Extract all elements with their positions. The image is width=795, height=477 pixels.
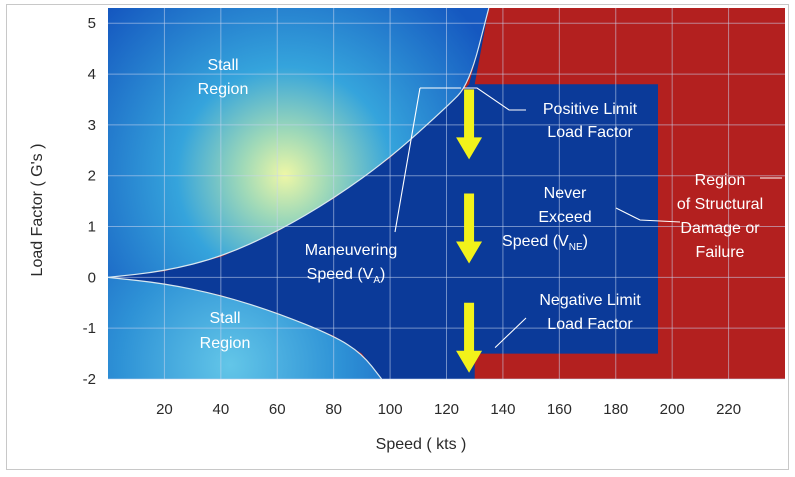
structural-line2: of Structural bbox=[677, 196, 763, 213]
limit-arrow-2 bbox=[456, 193, 483, 264]
structural-line3: Damage or bbox=[680, 220, 760, 237]
never-exceed-line3: Speed (VNE) bbox=[502, 233, 588, 253]
limit-arrow-3 bbox=[456, 302, 483, 373]
never-exceed-close: ) bbox=[583, 233, 588, 250]
x-tick-40: 40 bbox=[212, 401, 229, 418]
x-axis-ticks: 20 40 60 80 100 120 140 160 180 200 220 bbox=[156, 401, 741, 418]
structural-leader-left bbox=[615, 207, 681, 223]
never-exceed-main: Speed (V bbox=[502, 233, 569, 250]
annotation-leaders bbox=[394, 87, 782, 348]
structural-line4: Failure bbox=[696, 244, 745, 261]
negative-limit-line2: Load Factor bbox=[547, 316, 633, 333]
x-tick-180: 180 bbox=[603, 401, 628, 418]
limit-arrows bbox=[456, 89, 483, 373]
y-axis-label: Load Factor ( G's ) bbox=[29, 144, 46, 277]
y-tick-4: 4 bbox=[88, 66, 96, 83]
negative-limit-leader bbox=[494, 317, 527, 348]
structural-damage-label: Region of Structural Damage or Failure bbox=[677, 172, 763, 261]
x-tick-100: 100 bbox=[378, 401, 403, 418]
negative-limit-line1: Negative Limit bbox=[539, 292, 641, 309]
maneuvering-main: Speed (V bbox=[307, 266, 374, 283]
x-tick-220: 220 bbox=[716, 401, 741, 418]
x-tick-20: 20 bbox=[156, 401, 173, 418]
never-exceed-sub: NE bbox=[569, 242, 583, 253]
y-tick-3: 3 bbox=[88, 117, 96, 134]
positive-limit-leader bbox=[463, 87, 526, 111]
maneuvering-leader bbox=[394, 87, 462, 233]
stall-upper-label: Stall Region bbox=[198, 57, 249, 98]
stall-upper-line1: Stall bbox=[207, 57, 238, 74]
stall-lower-line1: Stall bbox=[209, 310, 240, 327]
positive-limit-line1: Positive Limit bbox=[543, 101, 638, 118]
x-tick-120: 120 bbox=[434, 401, 459, 418]
y-tick--2: -2 bbox=[83, 371, 96, 388]
positive-limit-label: Positive Limit Load Factor bbox=[543, 101, 638, 141]
y-tick-1: 1 bbox=[88, 219, 96, 236]
positive-limit-line2: Load Factor bbox=[547, 124, 633, 141]
negative-stall-curve bbox=[107, 276, 383, 380]
limit-arrow-1 bbox=[456, 89, 483, 160]
x-tick-60: 60 bbox=[269, 401, 286, 418]
stall-upper-line2: Region bbox=[198, 81, 249, 98]
x-tick-200: 200 bbox=[660, 401, 685, 418]
negative-limit-label: Negative Limit Load Factor bbox=[539, 292, 641, 333]
maneuvering-sub: A bbox=[373, 275, 380, 286]
maneuvering-label: Maneuvering Speed (VA) bbox=[305, 242, 398, 286]
x-axis-label: Speed ( kts ) bbox=[376, 436, 467, 453]
chart-frame bbox=[6, 4, 789, 470]
maneuvering-close: ) bbox=[380, 266, 385, 283]
x-tick-160: 160 bbox=[547, 401, 572, 418]
grid-lines bbox=[108, 8, 785, 380]
y-axis-ticks: 5 4 3 2 1 0 -1 -2 bbox=[83, 15, 96, 388]
y-tick-2: 2 bbox=[88, 168, 96, 185]
stall-region-upper bbox=[108, 8, 489, 278]
y-tick--1: -1 bbox=[83, 320, 96, 337]
maneuvering-line2: Speed (VA) bbox=[307, 266, 386, 286]
x-tick-140: 140 bbox=[490, 401, 515, 418]
never-exceed-line2: Exceed bbox=[538, 209, 591, 226]
never-exceed-label: Never Exceed Speed (VNE) bbox=[502, 185, 592, 253]
y-tick-0: 0 bbox=[88, 269, 96, 286]
safe-envelope-region bbox=[108, 8, 658, 379]
x-tick-80: 80 bbox=[325, 401, 342, 418]
structural-line1: Region bbox=[695, 172, 746, 189]
stall-lower-label: Stall Region bbox=[200, 310, 251, 352]
positive-stall-curve bbox=[107, 7, 490, 278]
stall-lower-line2: Region bbox=[200, 335, 251, 352]
maneuvering-line1: Maneuvering bbox=[305, 242, 398, 259]
y-tick-5: 5 bbox=[88, 15, 96, 32]
never-exceed-line1: Never bbox=[544, 185, 587, 202]
